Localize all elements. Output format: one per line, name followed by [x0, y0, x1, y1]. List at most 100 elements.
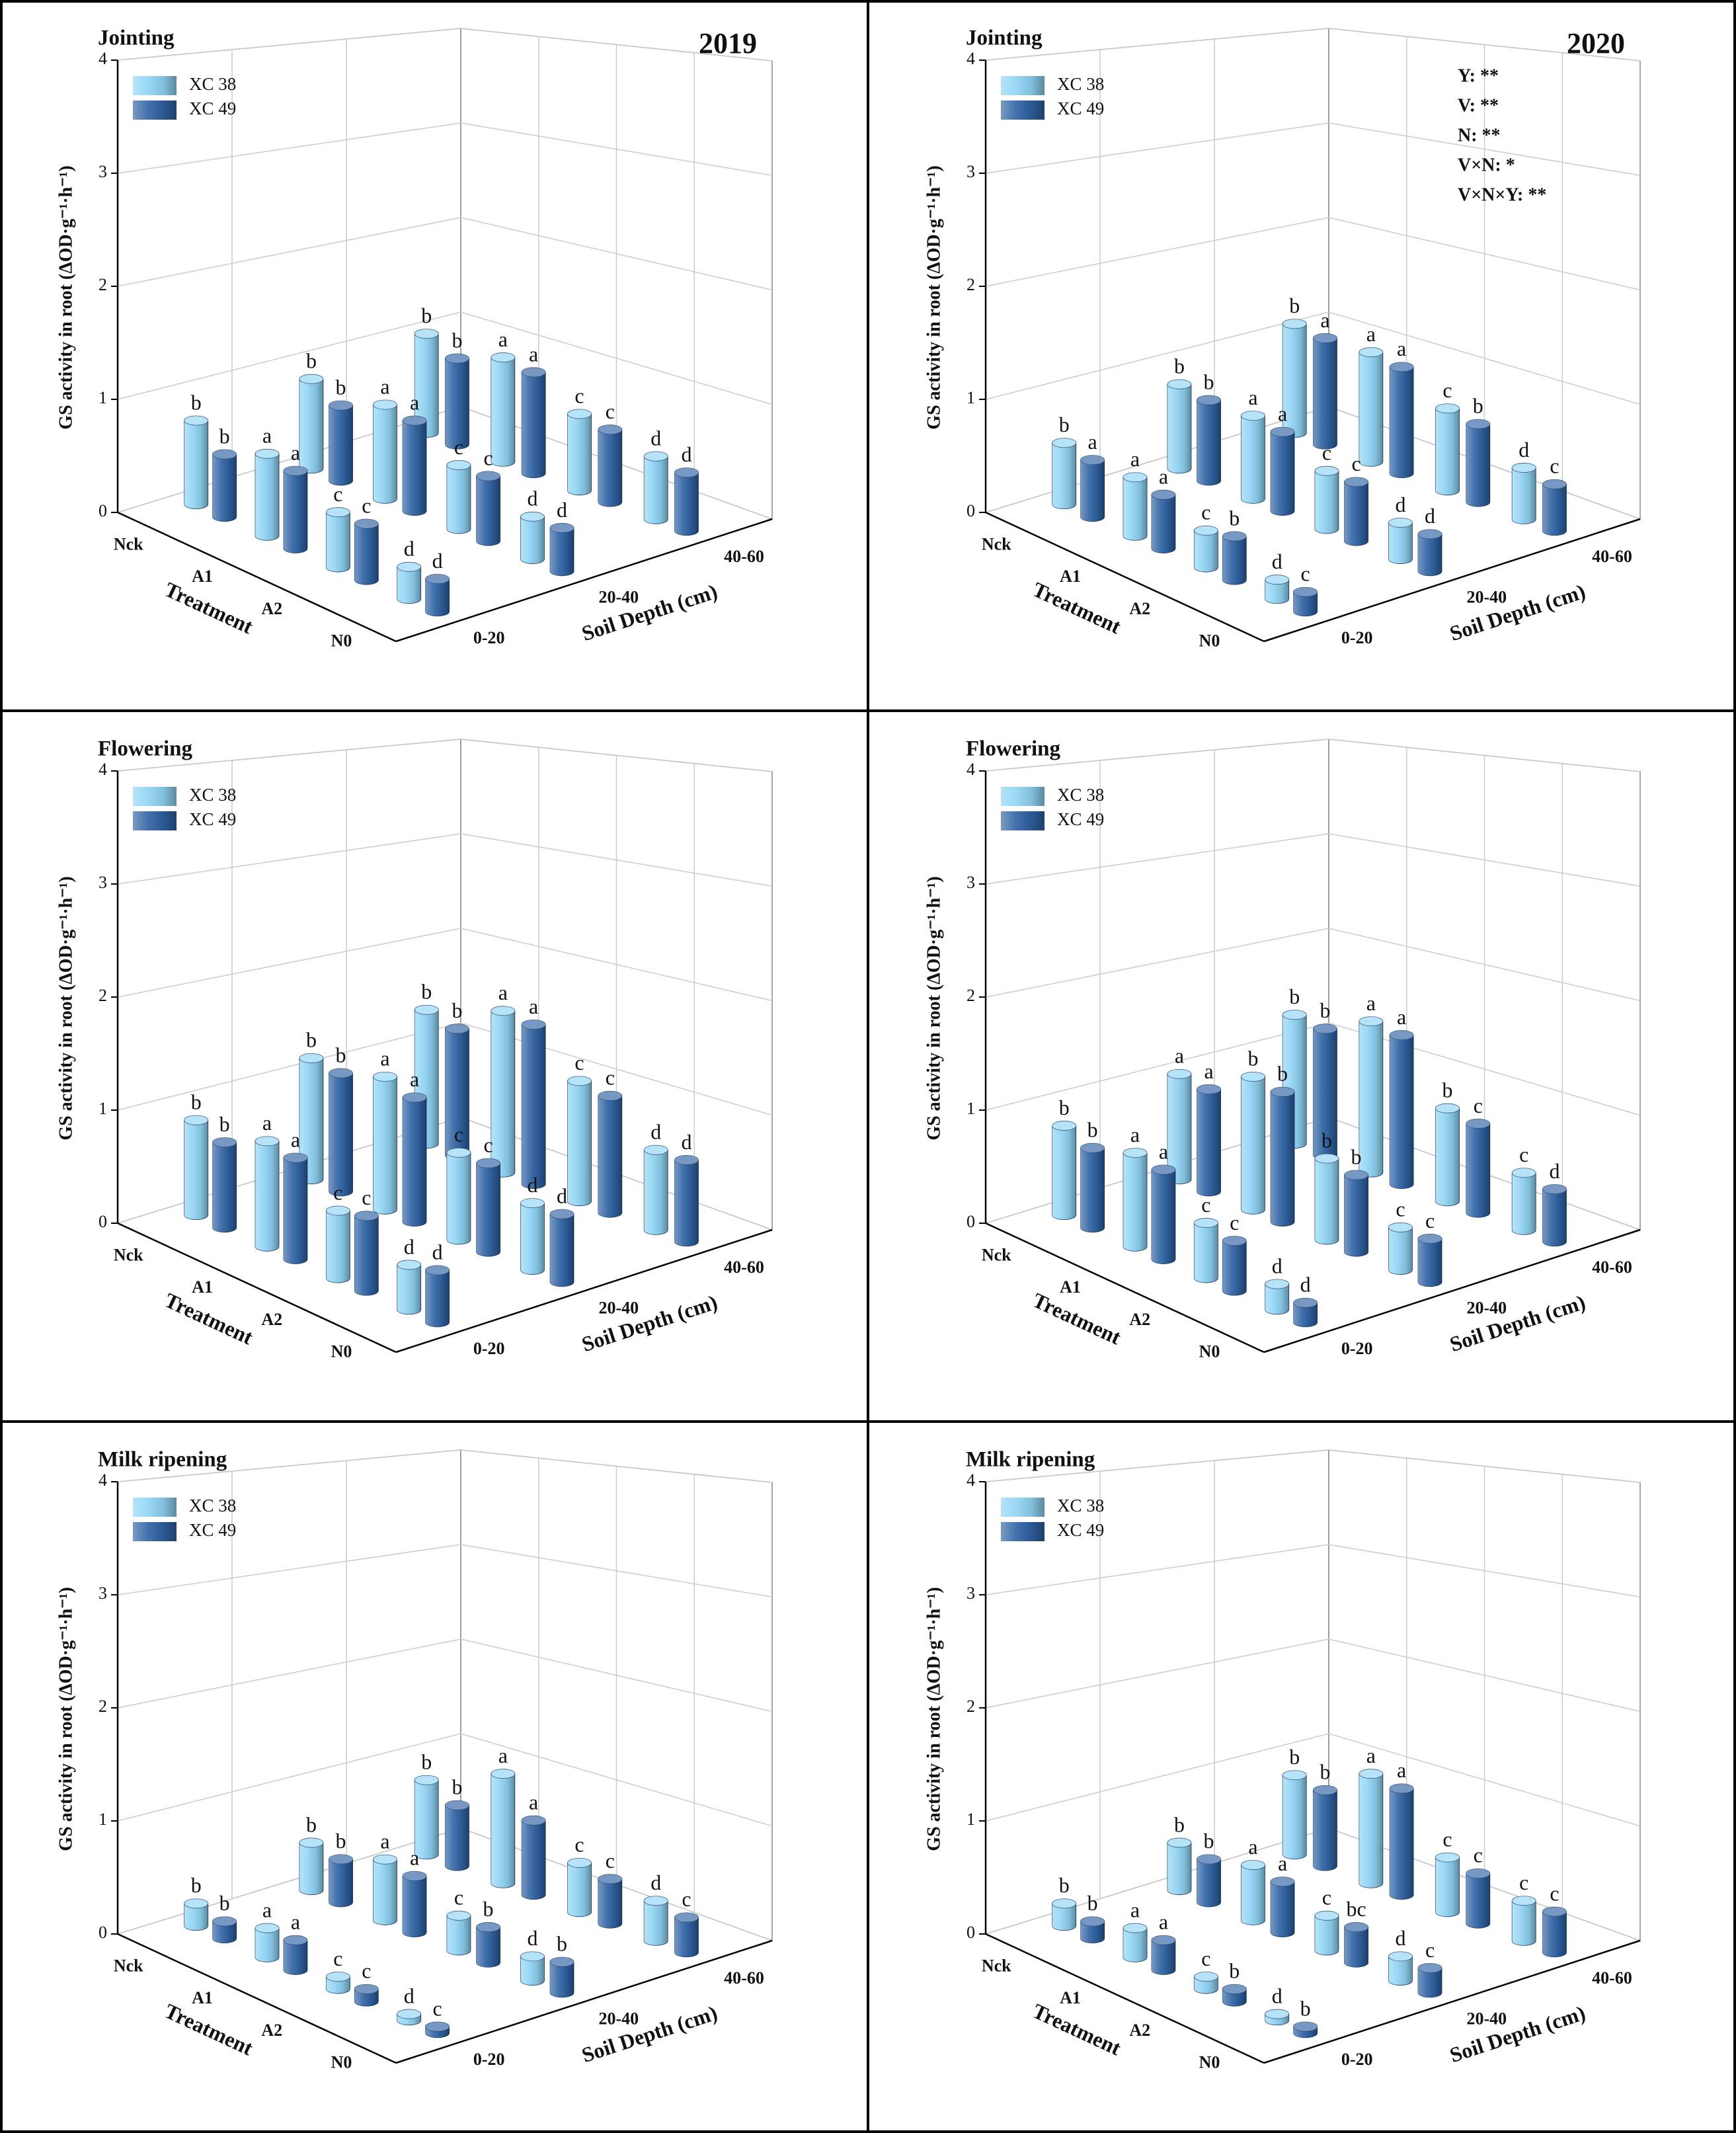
bar-shade: [674, 1917, 699, 1957]
panel-title: Flowering: [98, 737, 192, 761]
bar-top: [283, 1935, 308, 1945]
bar-shade: [283, 1940, 307, 1975]
bar-top: [446, 1910, 471, 1921]
bar-top-light: [1344, 477, 1368, 487]
legend-swatch-shade: [133, 76, 177, 95]
bar-top-light: [1167, 1069, 1191, 1079]
bar-top: [491, 1769, 516, 1779]
stat-annotation: V×N: *: [1458, 155, 1515, 175]
bar-shade: [184, 1903, 208, 1931]
bar-shade: [446, 465, 471, 534]
bar-top: [1344, 1170, 1368, 1180]
bar-shade: [373, 1859, 397, 1925]
bar-top: [184, 415, 209, 426]
panel-title: Jointing: [966, 26, 1043, 50]
bar-top: [1417, 1963, 1442, 1973]
bar-shade: [1151, 1940, 1175, 1975]
bar-shade: [1314, 1158, 1339, 1244]
significance-letter: a: [1130, 447, 1140, 471]
stat-annotation: N: **: [1458, 125, 1501, 145]
bar-shade: [1080, 1921, 1105, 1943]
bar-top-light: [1241, 411, 1265, 421]
bar-top: [329, 1854, 353, 1865]
treatment-label: A2: [261, 1310, 282, 1329]
bar-shade: [373, 1076, 397, 1215]
significance-letter: c: [1519, 1871, 1528, 1894]
legend-label: XC 49: [189, 99, 236, 118]
bar-top-light: [522, 1816, 546, 1826]
grid-line: [985, 1022, 1641, 1116]
bar-top-light: [1151, 1935, 1175, 1945]
bar-top: [1123, 1148, 1148, 1158]
bar-top: [325, 1972, 350, 1982]
bar-top-light: [1282, 319, 1307, 329]
bar-top-light: [283, 1935, 307, 1945]
bar-top: [491, 1006, 516, 1016]
bar-shade: [283, 471, 307, 553]
bar-top: [446, 1147, 471, 1158]
bar-top-light: [299, 1837, 323, 1847]
bar-shade: [1359, 352, 1383, 467]
panel-title: Milk ripening: [966, 1448, 1095, 1472]
z-axis-title: GS activity in root (ΔOD·g⁻¹·h⁻¹): [56, 876, 76, 1140]
bar-top: [445, 1800, 469, 1810]
bar-top: [1435, 403, 1460, 414]
significance-letter: c: [483, 446, 493, 469]
bar-shade: [1388, 1956, 1413, 1986]
bar-top-light: [354, 1984, 379, 1994]
significance-letter: b: [219, 1891, 230, 1915]
bar-top: [425, 1265, 450, 1275]
significance-letter: a: [1366, 1744, 1376, 1767]
significance-letter: d: [1395, 1926, 1405, 1950]
bar-shade: [1390, 1788, 1414, 1900]
bar-top: [1123, 472, 1148, 483]
bar-top: [1080, 455, 1105, 465]
z-axis-title: GS activity in root (ΔOD·g⁻¹·h⁻¹): [924, 876, 944, 1140]
significance-letter: c: [1201, 1947, 1210, 1970]
bar-top: [1314, 465, 1339, 476]
grid-line: [117, 739, 773, 772]
significance-letter: d: [557, 1184, 567, 1207]
significance-letter: b: [1322, 1128, 1332, 1152]
significance-letter: b: [1320, 1760, 1330, 1784]
bar-shade: [674, 472, 699, 536]
depth-label: 40-60: [724, 1968, 764, 1988]
bar-top: [1052, 438, 1077, 448]
bar-top: [414, 329, 439, 339]
bar-top-light: [1123, 1923, 1148, 1933]
significance-letter: c: [574, 1833, 584, 1857]
bar-shade: [1052, 442, 1076, 509]
bar-top: [373, 1071, 397, 1082]
bar-shade: [491, 1773, 515, 1888]
bar-top: [255, 1923, 280, 1933]
bar-top: [1080, 1916, 1105, 1927]
z-tick-label: 4: [99, 1470, 107, 1490]
z-tick-label: 3: [967, 873, 975, 892]
bar-top-light: [1271, 1087, 1295, 1097]
bar-top: [1313, 1024, 1337, 1034]
bar-shade: [446, 1915, 471, 1955]
z-tick-label: 1: [99, 1810, 107, 1829]
bar-top-light: [1151, 490, 1175, 500]
bar-top-light: [1542, 1907, 1567, 1917]
treatment-label: N0: [331, 2053, 352, 2072]
significance-letter: b: [1059, 413, 1070, 436]
significance-letter: a: [1320, 308, 1329, 332]
bar-shade: [326, 1211, 350, 1283]
bar-top-light: [1314, 1154, 1339, 1164]
z-tick-label: 3: [99, 162, 107, 181]
bar-top: [1241, 1860, 1265, 1870]
bar-top: [1282, 1010, 1307, 1020]
bar-shade: [567, 1863, 592, 1917]
significance-letter: c: [1425, 1209, 1435, 1232]
treatment-label: A1: [192, 567, 213, 586]
significance-letter: c: [1550, 1881, 1559, 1905]
bar-top-light: [1293, 587, 1318, 597]
bar-top: [520, 1951, 545, 1962]
bar-shade: [403, 1876, 427, 1937]
treatment-label: Nck: [982, 1245, 1011, 1264]
z-tick-label: 1: [99, 388, 107, 407]
significance-letter: a: [1278, 1851, 1287, 1875]
bar-top: [1167, 1068, 1192, 1079]
